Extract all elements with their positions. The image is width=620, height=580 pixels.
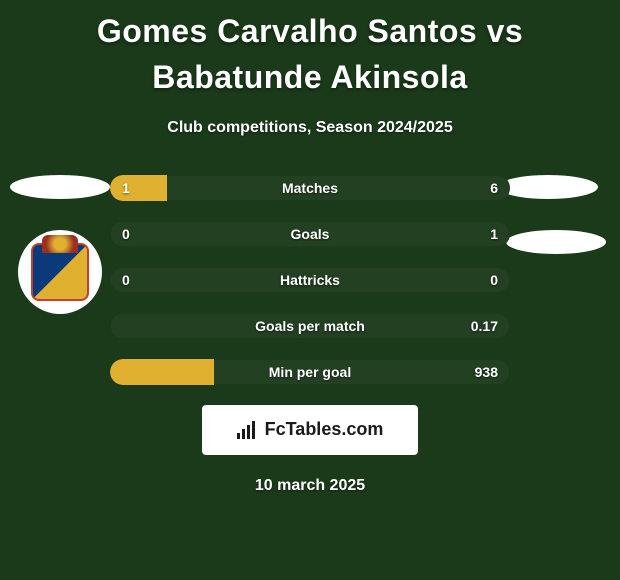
stat-label: Hattricks [110,267,510,293]
stat-label: Min per goal [110,359,510,385]
stat-label: Goals per match [110,313,510,339]
comparison-panel: 16Matches 01Goals 00Hattricks 0.17Goals per… [0,175,620,495]
logo-text: FcTables.com [265,419,384,440]
stat-label: Matches [110,175,510,201]
subtitle: Club competitions, Season 2024/2025 [0,119,620,137]
stat-label: Goals [110,221,510,247]
page-title: Gomes Carvalho Santos vs Babatunde Akins… [0,0,620,101]
crest-icon [31,243,89,301]
stat-row: 938Min per goal [110,359,510,385]
player-right-badge-2 [506,230,606,254]
stat-row: 16Matches [110,175,510,201]
date-text: 10 march 2025 [0,477,620,495]
club-crest-left [18,230,102,314]
fctables-logo: FcTables.com [202,405,418,455]
stat-row: 01Goals [110,221,510,247]
chart-icon [237,421,259,439]
player-right-badge [498,175,598,199]
stat-bars: 16Matches 01Goals 00Hattricks 0.17Goals per… [110,175,510,385]
stat-row: 00Hattricks [110,267,510,293]
player-left-badge [10,175,110,199]
stat-row: 0.17Goals per match [110,313,510,339]
